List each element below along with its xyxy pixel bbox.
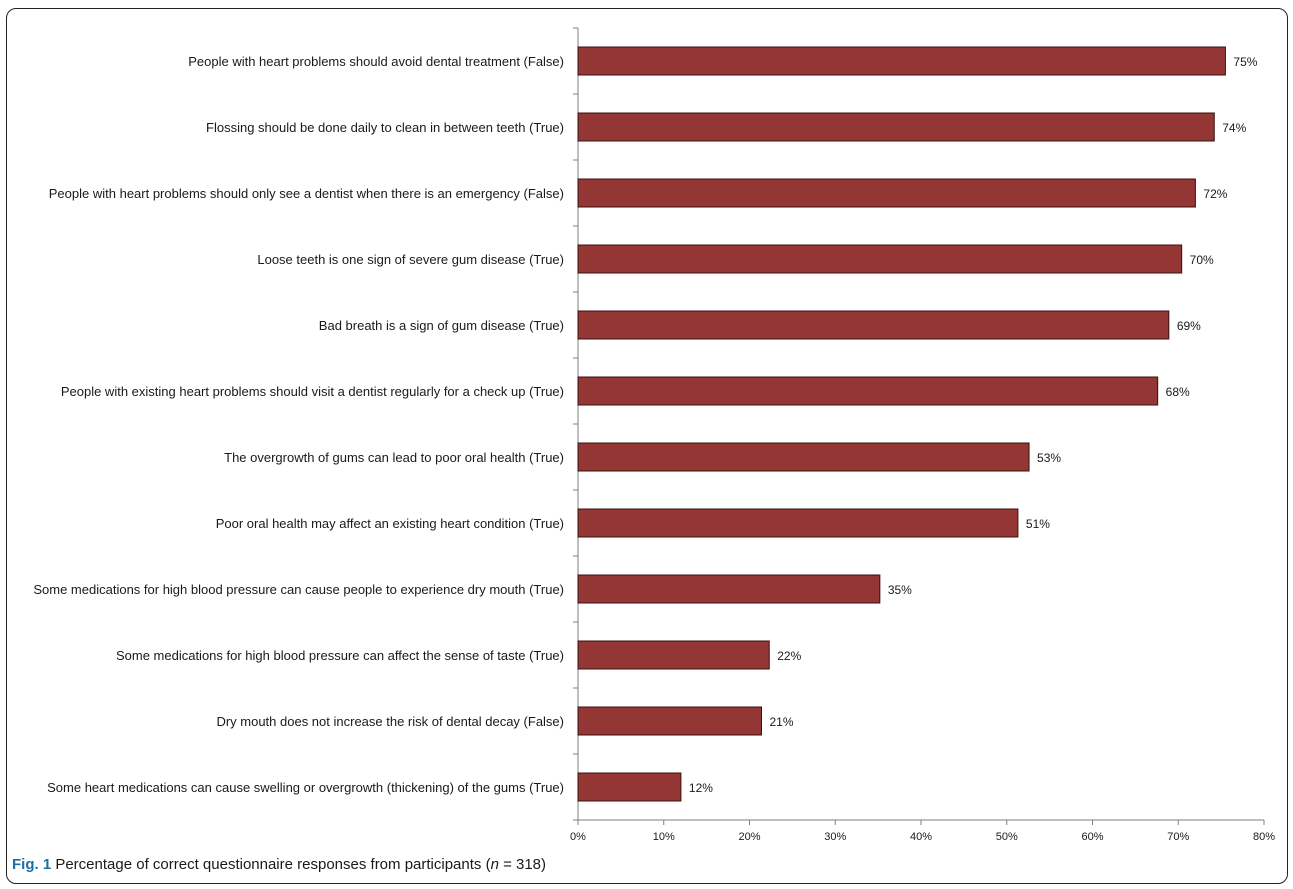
value-label: 75% (1233, 55, 1257, 69)
category-label: People with heart problems should only s… (49, 186, 564, 201)
x-tick-label: 0% (570, 831, 586, 843)
bar (577, 244, 1183, 274)
x-tick-label: 40% (910, 831, 932, 843)
x-tick-label: 60% (1081, 831, 1103, 843)
bar (577, 178, 1196, 208)
bar-chart: 0% 10% 20% 30% 40% 50% 60% 70% 80% People with he… (33, 27, 1275, 843)
value-label: 68% (1166, 385, 1190, 399)
category-label: People with heart problems should avoid … (188, 54, 564, 69)
figure-label: Fig. 1 (12, 856, 52, 873)
category-label: Poor oral health may affect an existing … (216, 516, 564, 531)
caption-n: n (490, 856, 499, 873)
x-tick-label: 50% (996, 831, 1018, 843)
x-tick-label: 20% (738, 831, 760, 843)
bar (577, 508, 1019, 538)
bar (577, 46, 1226, 76)
figure-frame (6, 8, 1288, 884)
category-label: Flossing should be done daily to clean i… (206, 120, 564, 135)
bar (577, 376, 1159, 406)
x-tick-label: 80% (1253, 831, 1275, 843)
value-label: 12% (689, 781, 713, 795)
x-tick-label: 30% (824, 831, 846, 843)
value-label: 51% (1026, 517, 1050, 531)
category-label: People with existing heart problems shou… (61, 384, 564, 399)
category-label: Dry mouth does not increase the risk of … (216, 714, 564, 729)
value-label: 74% (1222, 121, 1246, 135)
category-label: Some heart medications can cause swellin… (47, 780, 564, 795)
category-label: The overgrowth of gums can lead to poor … (224, 450, 564, 465)
category-label: Bad breath is a sign of gum disease (Tru… (319, 318, 564, 333)
caption-text-after: = 318) (498, 856, 547, 873)
value-label: 72% (1203, 187, 1227, 201)
bar (577, 442, 1030, 472)
bar (577, 574, 881, 604)
bar (577, 772, 682, 802)
value-label: 21% (770, 715, 794, 729)
figure-caption: Fig. 1 Percentage of correct questionnai… (12, 856, 546, 873)
value-label: 69% (1177, 319, 1201, 333)
bar (577, 640, 770, 670)
category-label: Some medications for high blood pressure… (33, 582, 564, 597)
value-label: 53% (1037, 451, 1061, 465)
x-tick-label: 70% (1167, 831, 1189, 843)
value-label: 35% (888, 583, 912, 597)
bar (577, 706, 763, 736)
bar (577, 112, 1215, 142)
x-tick-label: 10% (653, 831, 675, 843)
value-label: 70% (1190, 253, 1214, 267)
bar (577, 310, 1170, 340)
value-label: 22% (777, 649, 801, 663)
caption-text-before: Percentage of correct questionnaire resp… (51, 856, 491, 873)
category-label: Some medications for high blood pressure… (116, 648, 564, 663)
category-label: Loose teeth is one sign of severe gum di… (257, 252, 564, 267)
